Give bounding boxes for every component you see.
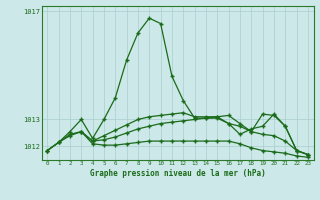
- X-axis label: Graphe pression niveau de la mer (hPa): Graphe pression niveau de la mer (hPa): [90, 169, 266, 178]
